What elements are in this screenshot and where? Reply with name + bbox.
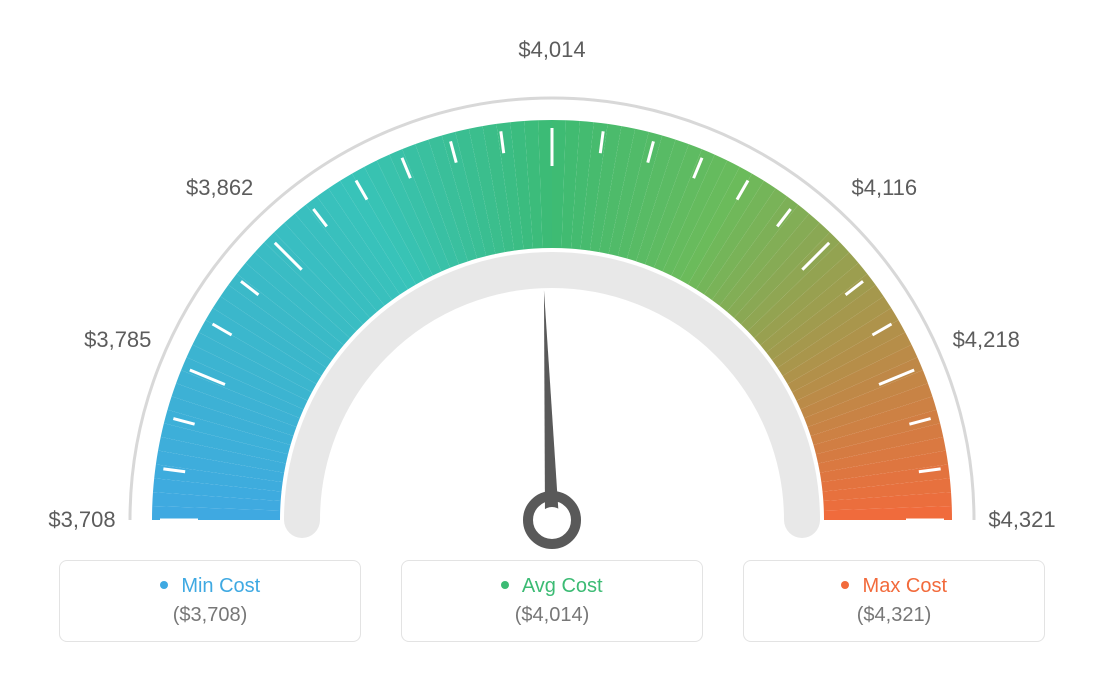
gauge-svg xyxy=(0,40,1104,600)
tick-label: $3,862 xyxy=(186,175,253,201)
legend-value-min: ($3,708) xyxy=(60,604,360,627)
needle xyxy=(528,290,576,544)
tick-label: $4,116 xyxy=(852,175,918,201)
tick-label: $4,321 xyxy=(988,507,1055,533)
chart-root: $3,708 $3,785 $3,862 $4,014 $4,116 $4,218 $4,3… xyxy=(0,0,1104,690)
gauge-area: $3,708 $3,785 $3,862 $4,014 $4,116 $4,218 $4,3… xyxy=(0,0,1104,560)
dot-max xyxy=(841,581,849,589)
legend-value-max: ($4,321) xyxy=(744,604,1044,627)
tick-label: $4,218 xyxy=(953,327,1020,353)
tick-label: $4,014 xyxy=(518,37,585,63)
tick-label: $3,785 xyxy=(84,327,151,353)
dot-min xyxy=(160,581,168,589)
legend-value-avg: ($4,014) xyxy=(402,604,702,627)
tick-label: $3,708 xyxy=(48,507,115,533)
